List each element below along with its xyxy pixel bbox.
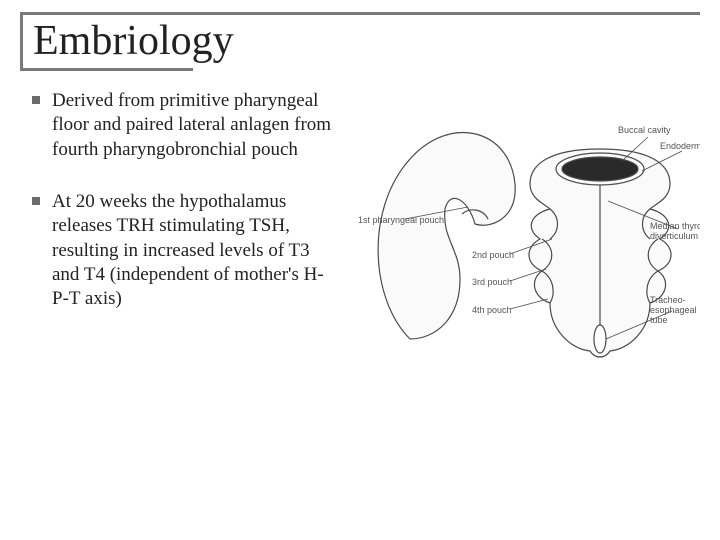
- list-item: Derived from primitive pharyngeal floor …: [30, 89, 340, 162]
- diagram-label: Buccal cavity: [618, 125, 671, 135]
- diagram-label: 3rd pouch: [472, 277, 512, 287]
- slide: Embriology Derived from primitive pharyn…: [0, 0, 720, 540]
- diagram-label: 1st pharyngeal pouch: [358, 215, 444, 225]
- slide-title: Embriology: [33, 19, 700, 63]
- diagram-label: Tracheo- esophageal tube: [650, 295, 699, 325]
- slide-body: Derived from primitive pharyngeal floor …: [20, 89, 700, 389]
- embryo-diagram: 1st pharyngeal pouch 2nd pouch 3rd pouch…: [350, 89, 700, 389]
- bullet-list: Derived from primitive pharyngeal floor …: [30, 89, 340, 312]
- diagram-label: 2nd pouch: [472, 250, 514, 260]
- diagram-label: Endoderm: [660, 141, 700, 151]
- text-column: Derived from primitive pharyngeal floor …: [30, 89, 340, 389]
- diagram-label: 4th pouch: [472, 305, 512, 315]
- image-column: 1st pharyngeal pouch 2nd pouch 3rd pouch…: [350, 89, 700, 389]
- list-item: At 20 weeks the hypothalamus releases TR…: [30, 190, 340, 312]
- diagram-label: Median thyroid diverticulum: [650, 221, 700, 241]
- title-container: Embriology: [20, 12, 700, 71]
